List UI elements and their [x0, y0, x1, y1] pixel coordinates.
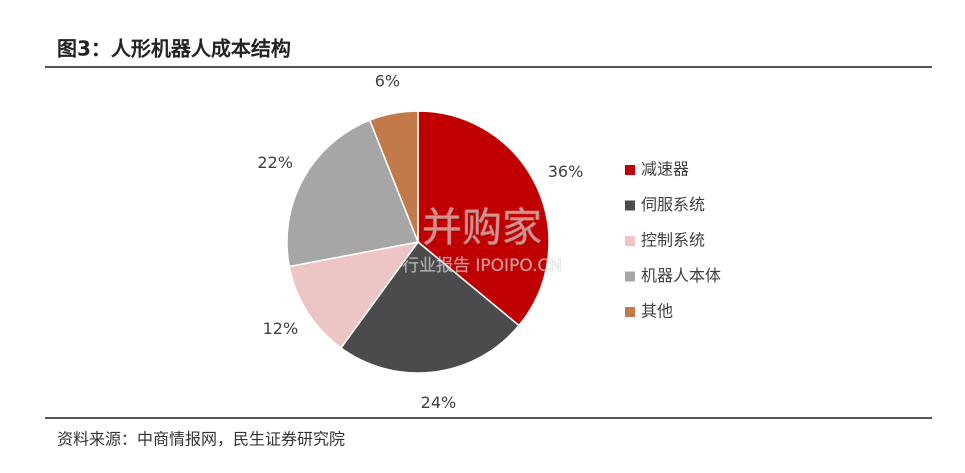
data-label: 24%: [421, 393, 457, 412]
watermark: 行业报告 IPOIPO.CN: [402, 256, 562, 276]
data-label: 36%: [548, 162, 584, 181]
pie: [286, 110, 550, 374]
pie-slice: [288, 240, 420, 350]
legend-swatch: [625, 271, 635, 282]
chart-title: 图3：人形机器人成本结构: [57, 37, 291, 61]
pie-slice: [417, 110, 550, 327]
source: 资料来源：中商情报网，民生证券研究院: [57, 430, 345, 449]
legend-label: 减速器: [641, 160, 689, 179]
legend-label: 机器人本体: [641, 266, 721, 285]
legend-swatch: [625, 236, 635, 246]
pie-slice: [368, 110, 419, 243]
legend-label: 伺服系统: [641, 195, 705, 214]
watermark: 并购家: [422, 205, 542, 251]
legend-swatch: [625, 165, 635, 175]
data-label: 12%: [263, 319, 299, 338]
pie-slice: [286, 119, 420, 268]
data-label: 22%: [257, 153, 293, 172]
legend-label: 控制系统: [641, 231, 705, 250]
legend-swatch: [625, 200, 635, 211]
legend-swatch: [625, 307, 635, 317]
data-label: 6%: [375, 71, 400, 90]
pie-slice: [339, 240, 520, 374]
legend-label: 其他: [641, 302, 673, 321]
